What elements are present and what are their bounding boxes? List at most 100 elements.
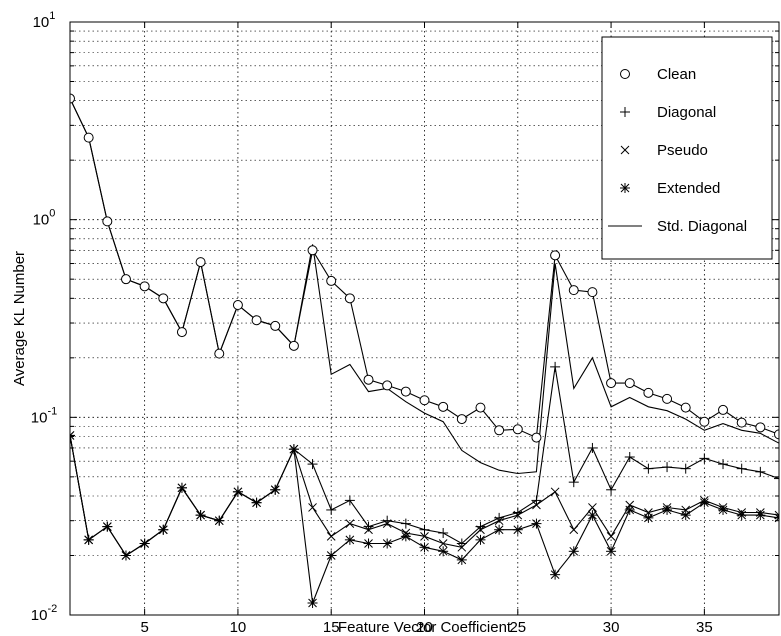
legend-swatch-clean bbox=[620, 69, 630, 79]
data-point-diagonal bbox=[326, 504, 337, 515]
data-point-clean bbox=[214, 348, 225, 359]
data-point-clean bbox=[120, 274, 131, 285]
series-pseudo bbox=[70, 431, 779, 560]
data-point-diagonal bbox=[494, 512, 505, 523]
data-point-pseudo bbox=[755, 508, 765, 517]
x-tick-label: 15 bbox=[323, 619, 340, 636]
data-point-clean bbox=[158, 293, 169, 304]
data-point-extended bbox=[307, 598, 318, 609]
data-point-clean bbox=[382, 380, 393, 391]
data-point-clean bbox=[232, 300, 243, 311]
data-point-clean bbox=[662, 393, 673, 404]
legend-swatch-diagonal bbox=[620, 107, 630, 117]
data-point-extended bbox=[680, 510, 691, 521]
data-point-pseudo bbox=[588, 503, 597, 512]
data-point-diagonal bbox=[587, 442, 598, 453]
data-point-clean bbox=[606, 378, 617, 389]
data-point-diagonal bbox=[344, 495, 355, 506]
legend-label-diagonal: Diagonal bbox=[657, 104, 716, 121]
data-point-diagonal bbox=[606, 484, 617, 495]
data-point-clean bbox=[195, 257, 206, 268]
data-point-clean bbox=[363, 374, 374, 385]
data-point-pseudo bbox=[401, 528, 411, 538]
x-tick-label: 35 bbox=[696, 619, 713, 636]
data-point-clean bbox=[568, 285, 579, 296]
data-point-clean bbox=[624, 378, 635, 389]
data-point-clean bbox=[270, 320, 281, 331]
legend-box bbox=[601, 36, 773, 260]
data-point-pseudo bbox=[569, 525, 579, 535]
y-tick-label: 100 bbox=[33, 208, 56, 229]
data-point-diagonal bbox=[251, 497, 262, 508]
data-point-pseudo bbox=[662, 503, 672, 512]
data-point-diagonal bbox=[307, 459, 318, 470]
series-diagonal bbox=[70, 361, 779, 561]
data-point-clean bbox=[680, 402, 691, 413]
data-point-clean bbox=[70, 93, 75, 104]
data-point-clean bbox=[400, 386, 411, 397]
data-point-clean bbox=[456, 414, 467, 425]
data-point-clean bbox=[307, 245, 318, 256]
data-point-extended bbox=[606, 546, 617, 557]
data-point-diagonal bbox=[774, 473, 779, 484]
series-line-extended bbox=[70, 435, 779, 604]
data-point-diagonal bbox=[456, 538, 467, 549]
y-tick-label: 101 bbox=[33, 10, 56, 31]
data-point-diagonal bbox=[382, 515, 393, 526]
data-point-diagonal bbox=[176, 482, 187, 493]
data-point-clean bbox=[419, 395, 430, 406]
data-point-extended bbox=[718, 504, 729, 515]
data-point-pseudo bbox=[625, 500, 635, 510]
legend-swatch-extended bbox=[620, 183, 630, 193]
data-point-diagonal bbox=[736, 463, 747, 474]
data-point-diagonal bbox=[195, 510, 206, 521]
data-point-pseudo bbox=[681, 505, 691, 515]
data-point-clean bbox=[102, 216, 113, 227]
data-point-diagonal bbox=[568, 477, 579, 488]
series-layer bbox=[70, 93, 779, 609]
data-point-extended bbox=[456, 554, 467, 565]
x-axis-label: Feature Vector Coefficient bbox=[338, 619, 512, 636]
plot-frame bbox=[69, 21, 780, 616]
data-point-extended bbox=[643, 512, 654, 523]
data-point-pseudo bbox=[438, 539, 448, 548]
data-point-clean bbox=[83, 132, 94, 143]
data-point-extended bbox=[419, 542, 430, 553]
legend-label-std-diagonal: Std. Diagonal bbox=[657, 218, 747, 235]
data-point-clean bbox=[139, 281, 150, 292]
data-point-extended bbox=[363, 538, 374, 549]
data-point-diagonal bbox=[232, 486, 243, 497]
data-point-diagonal bbox=[680, 463, 691, 474]
data-point-diagonal bbox=[624, 451, 635, 462]
data-point-extended bbox=[550, 569, 561, 580]
data-point-clean bbox=[736, 417, 747, 428]
data-point-diagonal bbox=[512, 507, 523, 518]
data-point-extended bbox=[438, 546, 449, 557]
data-point-diagonal bbox=[718, 459, 729, 470]
data-point-clean bbox=[288, 340, 299, 351]
data-point-clean bbox=[251, 315, 262, 326]
axis-ticks bbox=[70, 21, 779, 616]
data-point-pseudo bbox=[70, 431, 75, 440]
data-point-pseudo bbox=[345, 519, 355, 528]
x-tick-label: 5 bbox=[140, 619, 148, 636]
data-point-diagonal bbox=[83, 534, 94, 545]
x-tick-label: 10 bbox=[230, 619, 247, 636]
data-point-diagonal bbox=[419, 524, 430, 535]
data-point-extended bbox=[382, 538, 393, 549]
y-tick-label: 10-2 bbox=[31, 603, 57, 624]
data-point-extended bbox=[494, 524, 505, 535]
data-point-pseudo bbox=[718, 503, 728, 512]
data-point-diagonal bbox=[102, 521, 113, 532]
data-point-extended bbox=[475, 534, 486, 545]
data-point-pseudo bbox=[606, 531, 616, 541]
data-point-diagonal bbox=[270, 484, 281, 495]
data-point-diagonal bbox=[643, 463, 654, 474]
data-point-pseudo bbox=[326, 531, 336, 541]
data-point-diagonal bbox=[550, 361, 561, 372]
data-point-extended bbox=[512, 524, 523, 535]
data-point-extended bbox=[662, 504, 673, 515]
data-point-clean bbox=[587, 287, 598, 298]
legend-swatch-pseudo bbox=[620, 145, 630, 155]
data-point-diagonal bbox=[139, 538, 150, 549]
